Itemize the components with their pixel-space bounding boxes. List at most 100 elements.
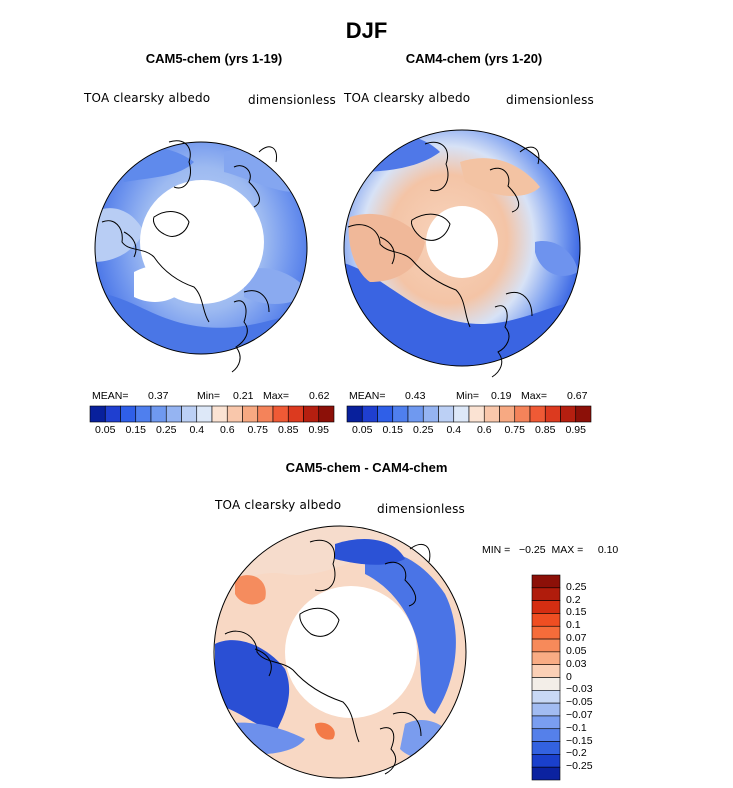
map-cam4-field	[344, 130, 580, 366]
colorbar-difference-swatch	[531, 754, 561, 768]
panel-cam4-mean-value: 0.43	[405, 390, 426, 402]
map-cam4-boundary	[343, 129, 581, 367]
colorbar-difference-tick-label: 0.2	[566, 593, 581, 606]
colorbar-difference-tick-label: 0.03	[566, 657, 587, 670]
colorbar-cam4-tick-label: 0.05	[352, 424, 373, 436]
colorbar-cam4-swatch	[377, 405, 394, 423]
colorbar-cam5-tick-label: 0.75	[247, 424, 268, 436]
colorbar-cam4-swatch	[499, 405, 516, 423]
colorbar-difference	[531, 574, 561, 781]
map-difference-coastlines	[224, 539, 431, 775]
colorbar-cam5-swatch	[303, 405, 320, 423]
panel-cam5-min-label: Min=	[197, 390, 221, 402]
colorbar-cam4-swatch	[438, 405, 455, 423]
colorbar-difference-tick-label: −0.25	[566, 760, 593, 773]
colorbar-cam4-swatch	[575, 405, 592, 423]
colorbar-cam5-swatch	[120, 405, 137, 423]
panel-cam5-max-value: 0.62	[309, 390, 330, 402]
map-cam5	[94, 140, 308, 373]
colorbar-difference-swatch	[531, 638, 561, 653]
panel-cam5-units-label: dimensionless	[248, 93, 336, 107]
colorbar-cam5-tick-label: 0.6	[219, 424, 235, 436]
colorbar-difference-tick-label: 0	[566, 670, 572, 683]
colorbar-cam5-swatch	[165, 405, 182, 423]
diff-variable-label: TOA clearsky albedo	[215, 498, 342, 512]
colorbar-cam5-swatch	[211, 405, 228, 423]
colorbar-cam4-swatch	[453, 405, 470, 423]
panel-cam5-min-value: 0.21	[233, 390, 254, 402]
panel-cam4-min-label: Min=	[456, 390, 480, 402]
colorbar-cam5-tick-label: 0.85	[278, 424, 299, 436]
colorbar-cam4-ticks: 0.05 0.15 0.25 0.4 0.6 0.75 0.85 0.95	[347, 424, 591, 438]
colorbar-difference-swatch	[531, 600, 561, 614]
colorbar-cam5-swatch	[257, 405, 274, 423]
colorbar-cam4-swatch	[529, 405, 546, 423]
colorbar-cam4-swatch	[560, 405, 577, 423]
colorbar-cam5-tick-label: 0.05	[95, 424, 116, 436]
colorbar-cam5-swatch	[196, 405, 213, 423]
colorbar-difference-tick-label: 0.15	[566, 606, 587, 619]
map-cam5-coastlines	[101, 140, 278, 373]
colorbar-cam4-tick-label: 0.25	[413, 424, 434, 436]
colorbar-difference-tick-label: −0.2	[566, 747, 587, 760]
difference-title: CAM5-chem - CAM4-chem	[285, 460, 448, 475]
colorbar-cam5-tick-label: 0.25	[156, 424, 177, 436]
panel-cam5-mean-value: 0.37	[148, 390, 169, 402]
colorbar-difference-swatch	[531, 664, 561, 678]
colorbar-cam5-swatch	[150, 405, 167, 423]
panel-cam5-title: CAM5-chem (yrs 1-19)	[145, 51, 283, 66]
map-difference-field	[215, 526, 466, 778]
colorbar-difference-swatch	[531, 574, 561, 589]
colorbar-cam4-tick-label: 0.95	[565, 424, 586, 436]
colorbar-difference-swatch	[531, 677, 561, 691]
colorbar-cam5-swatch	[135, 405, 152, 423]
map-difference	[213, 525, 467, 779]
panel-cam4-max-value: 0.67	[567, 390, 588, 402]
colorbar-cam4-swatch	[361, 405, 378, 423]
colorbar-cam4-tick-label: 0.4	[446, 424, 462, 436]
panel-cam4-units-label: dimensionless	[506, 93, 594, 107]
colorbar-cam5-ticks: 0.05 0.15 0.25 0.4 0.6 0.75 0.85 0.95	[90, 424, 334, 438]
colorbar-cam4-tick-label: 0.6	[476, 424, 492, 436]
colorbar-cam5	[89, 405, 335, 423]
colorbar-difference-ticks: 0.25 0.2 0.15 0.1 0.07 0.05 0.03 0 −0.03 −0.05 −0.…	[566, 575, 626, 780]
colorbar-cam4-tick-label: 0.15	[382, 424, 403, 436]
colorbar-cam4-swatch	[544, 405, 561, 423]
map-cam4-coastlines	[347, 141, 540, 378]
map-cam5-boundary	[94, 141, 308, 355]
colorbar-cam4-swatch	[483, 405, 500, 423]
colorbar-cam4-swatch	[468, 405, 485, 423]
colorbar-difference-tick-label: −0.07	[566, 708, 593, 721]
map-cam5-field	[95, 142, 307, 354]
colorbar-cam5-swatch	[89, 405, 106, 423]
map-cam4	[343, 129, 581, 378]
colorbar-cam5-swatch	[242, 405, 259, 423]
panel-cam4-variable-label: TOA clearsky albedo	[344, 91, 471, 105]
colorbar-difference-swatch	[531, 728, 561, 742]
figure-title: DJF	[345, 18, 388, 43]
diff-min-max-stats: MIN = −0.25 MAX = 0.10	[482, 544, 619, 556]
colorbar-cam4-swatch	[392, 405, 409, 423]
colorbar-difference-swatch	[531, 651, 561, 665]
colorbar-cam4-swatch	[346, 405, 363, 423]
map-difference-boundary	[213, 525, 467, 779]
colorbar-cam4-swatch	[514, 405, 531, 423]
colorbar-difference-tick-label: 0.1	[566, 619, 581, 632]
colorbar-difference-swatch	[531, 715, 561, 730]
panel-cam4-min-value: 0.19	[491, 390, 512, 402]
colorbar-cam5-swatch	[104, 405, 121, 423]
panel-cam4-title: CAM4-chem (yrs 1-20)	[405, 51, 543, 66]
colorbar-cam5-swatch	[287, 405, 304, 423]
colorbar-difference-tick-label: −0.15	[566, 734, 593, 747]
panel-cam5-max-label: Max=	[263, 390, 289, 402]
colorbar-difference-swatch	[531, 613, 561, 627]
colorbar-cam5-swatch	[181, 405, 198, 423]
colorbar-difference-tick-label: 0.07	[566, 632, 587, 645]
colorbar-cam4-swatch	[422, 405, 439, 423]
colorbar-difference-swatch	[531, 587, 561, 601]
colorbar-cam5-swatch	[226, 405, 243, 423]
diff-units-label: dimensionless	[377, 502, 465, 516]
colorbar-cam5-tick-label: 0.95	[308, 424, 329, 436]
colorbar-difference-tick-label: 0.25	[566, 580, 587, 593]
colorbar-difference-tick-label: 0.05	[566, 644, 587, 657]
